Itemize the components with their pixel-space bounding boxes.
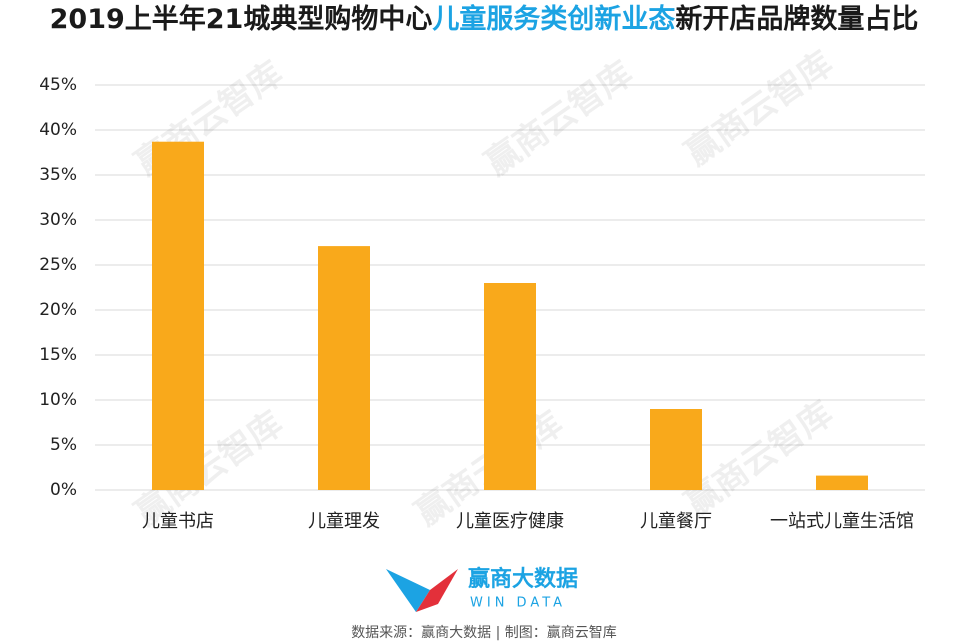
- y-tick-label: 20%: [39, 300, 77, 320]
- source: 数据来源：赢商大数据 | 制图：赢商云智库: [351, 624, 617, 641]
- title-highlight: 儿童服务类创新业态: [432, 3, 675, 35]
- y-tick-label: 10%: [39, 390, 77, 410]
- bar: [650, 409, 702, 490]
- title-part: 新开店品牌数量占比: [675, 3, 918, 35]
- title-part: 2019上半年21城典型购物中心: [50, 3, 433, 35]
- chart-title: 2019上半年21城典型购物中心儿童服务类创新业态新开店品牌数量占比: [50, 3, 919, 35]
- bar: [318, 246, 370, 490]
- y-tick-label: 35%: [39, 165, 77, 185]
- y-tick-label: 0%: [50, 480, 77, 500]
- plot: 0%5%10%15%20%25%30%35%40%45% 赢商云智库 赢商云智库 赢商…: [39, 44, 925, 534]
- watermark: 赢商云智库: [678, 394, 840, 524]
- y-tick-label: 30%: [39, 210, 77, 230]
- x-tick-label: 儿童医疗健康: [456, 511, 564, 532]
- y-tick-label: 5%: [50, 435, 77, 455]
- watermark: 赢商云智库: [678, 44, 840, 174]
- y-tick-label: 25%: [39, 255, 77, 275]
- logo-subtext: WIN DATA: [470, 596, 566, 611]
- bar: [484, 283, 536, 490]
- watermark: 赢商云智库: [478, 54, 640, 184]
- x-tick-label: 儿童餐厅: [640, 511, 712, 532]
- logo: 赢商大数据 WIN DATA: [386, 566, 578, 612]
- y-tick-label: 15%: [39, 345, 77, 365]
- x-tick-label: 儿童书店: [142, 511, 214, 532]
- logo-text: 赢商大数据: [468, 566, 578, 592]
- logo-mark: [416, 569, 458, 612]
- bar: [816, 475, 868, 490]
- x-tick-label: 一站式儿童生活馆: [770, 511, 914, 532]
- y-tick-label: 40%: [39, 120, 77, 140]
- bar: [152, 141, 204, 490]
- logo-mark: [386, 569, 430, 612]
- y-tick-label: 45%: [39, 75, 77, 95]
- x-tick-label: 儿童理发: [308, 511, 380, 532]
